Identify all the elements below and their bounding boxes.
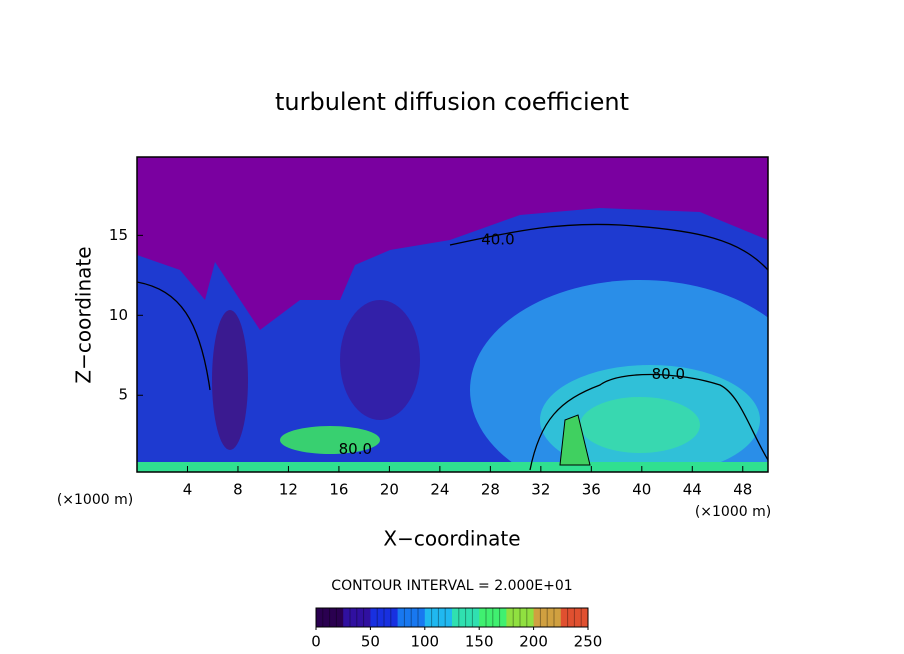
colorbar-segment [479,608,507,627]
x-tick-label: 36 [582,481,601,499]
y-tick-label: 10 [109,306,128,324]
contour-label: 80.0 [652,365,685,383]
x-tick-label: 20 [380,481,399,499]
contour-label: 40.0 [481,231,514,249]
colorbar-segment [316,608,344,627]
colorbar-tick-label: 100 [410,633,439,651]
x-tick-label: 8 [233,481,243,499]
x-unit-label: (×1000 m) [57,492,133,508]
colorbar-segment [397,608,426,627]
field-region [280,426,380,454]
x-tick-label: 40 [632,481,651,499]
colorbar-tick-label: 150 [465,633,494,651]
x-tick-label: 28 [481,481,500,499]
colorbar-tick-label: 200 [519,633,548,651]
colorbar-segment [506,608,535,627]
field-region [580,397,700,453]
y-tick-label: 15 [109,226,128,244]
plot-frame [136,156,769,473]
field-region [559,414,591,466]
x-unit-label: (×1000 m) [695,504,771,520]
colorbar-tick-label: 250 [574,633,603,651]
x-tick-label: 24 [430,481,449,499]
chart-title: turbulent diffusion coefficient [275,88,629,116]
colorbar-frame [315,607,589,628]
field-region [212,310,248,450]
x-tick-label: 16 [329,481,348,499]
field-region [137,462,768,472]
colorbar-segment [533,608,562,627]
colorbar-segment [560,608,589,627]
x-tick-label: 48 [733,481,752,499]
colorbar-segment [370,608,399,627]
field-region [340,300,420,420]
x-tick-label: 4 [183,481,193,499]
contour-line [137,223,768,471]
colorbar-tick-label: 0 [311,633,321,651]
colorbar-segment [343,608,371,627]
colorbar-segment [452,608,480,627]
x-tick-label: 12 [279,481,298,499]
colorbar-tick-label: 50 [361,633,380,651]
x-axis-label: X−coordinate [383,527,520,551]
x-tick-label: 32 [531,481,550,499]
y-tick-label: 5 [118,386,128,404]
y-axis-label: Z−coordinate [72,246,96,383]
x-tick-label: 44 [683,481,702,499]
colorbar-segment [424,608,453,627]
field [137,157,768,472]
contour-interval: CONTOUR INTERVAL = 2.000E+01 [331,578,572,594]
contour-label: 80.0 [339,440,372,458]
